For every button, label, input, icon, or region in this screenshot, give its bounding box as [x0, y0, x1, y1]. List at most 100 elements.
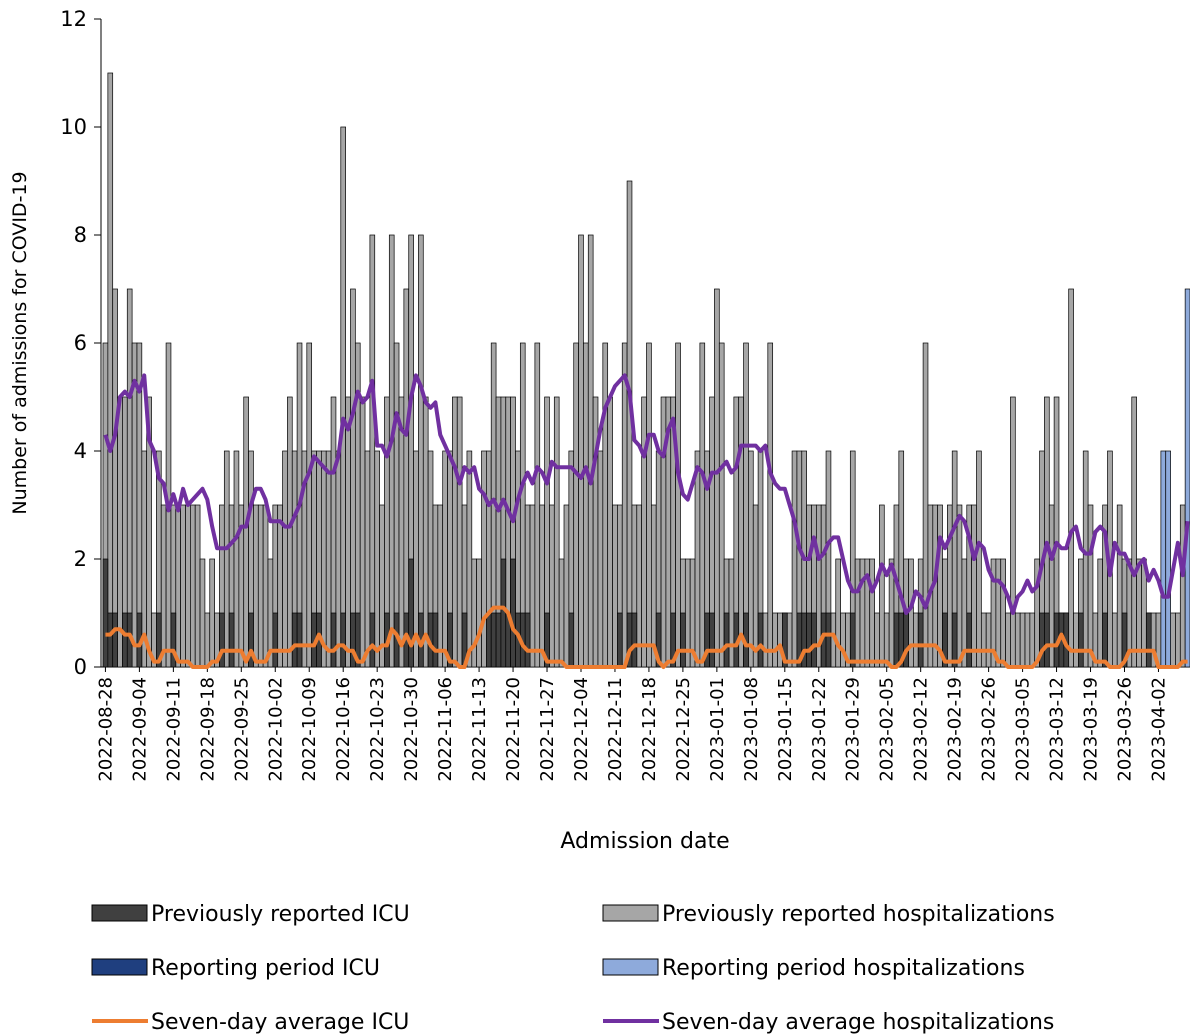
bar — [354, 612, 361, 668]
bar — [1044, 612, 1050, 668]
bar — [175, 504, 181, 668]
bar — [767, 342, 774, 668]
bar — [980, 612, 987, 668]
bar — [874, 612, 880, 668]
bar — [607, 396, 613, 668]
bar — [917, 612, 924, 668]
x-tick-label: 2023-03-19 — [1081, 677, 1102, 782]
bar — [913, 612, 919, 668]
bar — [544, 612, 550, 668]
bar — [233, 450, 240, 668]
bar — [995, 558, 1002, 668]
bar — [447, 612, 453, 668]
bar — [476, 558, 482, 668]
bar — [529, 504, 536, 668]
bar — [942, 612, 948, 668]
bar — [1078, 612, 1084, 668]
bar — [272, 612, 279, 668]
bar — [422, 396, 429, 668]
bar — [510, 558, 516, 668]
bar — [456, 396, 463, 668]
bar — [791, 450, 798, 668]
bar — [437, 504, 444, 668]
bar — [1179, 504, 1186, 668]
bar — [432, 612, 439, 668]
bar — [602, 342, 609, 668]
bar — [223, 450, 230, 668]
bar — [180, 504, 186, 668]
bar — [524, 612, 531, 668]
bar — [612, 504, 618, 668]
bar — [621, 342, 628, 668]
bar — [811, 612, 817, 668]
bar — [160, 504, 167, 668]
x-tick-label: 2023-01-01 — [707, 677, 728, 782]
x-tick-label: 2022-11-13 — [469, 677, 490, 782]
bar — [325, 450, 332, 668]
bar — [107, 612, 114, 668]
bar — [1073, 612, 1079, 668]
x-tick-label: 2023-03-26 — [1114, 677, 1135, 782]
legend-marker — [602, 958, 659, 976]
bar — [675, 342, 681, 668]
bar — [859, 558, 866, 668]
bar — [951, 612, 958, 668]
y-tick-label: 10 — [60, 115, 87, 139]
bar — [568, 612, 575, 668]
bar — [534, 342, 541, 668]
bar — [369, 234, 376, 668]
legend-label: Previously reported hospitalizations — [662, 902, 1055, 927]
bar — [287, 396, 293, 668]
bar — [651, 504, 657, 668]
bar — [340, 126, 346, 668]
bar — [466, 450, 473, 668]
bar — [573, 342, 579, 668]
bar — [403, 288, 410, 668]
bar — [1097, 558, 1104, 668]
bar — [641, 396, 647, 668]
bar — [956, 504, 963, 668]
bar — [112, 288, 118, 668]
bar — [408, 558, 414, 668]
x-tick-label: 2022-11-27 — [537, 677, 558, 782]
bar — [553, 396, 560, 668]
bar — [277, 504, 283, 668]
bar — [1087, 504, 1094, 668]
bar — [670, 612, 676, 668]
bar — [321, 450, 327, 668]
bar — [883, 612, 890, 668]
bar — [825, 612, 832, 668]
x-tick-label: 2022-10-30 — [401, 677, 422, 782]
bar — [350, 288, 356, 668]
x-tick-label: 2022-10-16 — [333, 677, 354, 782]
bar — [471, 558, 478, 668]
bar — [369, 612, 376, 668]
bar — [922, 342, 929, 668]
bar — [854, 558, 861, 668]
bar — [495, 612, 502, 668]
legend-marker — [91, 958, 148, 976]
bar — [253, 504, 259, 668]
bar — [219, 612, 225, 668]
x-tick-label: 2022-10-02 — [265, 677, 286, 782]
bar — [194, 504, 201, 668]
x-tick-label: 2022-09-25 — [231, 677, 252, 782]
bar — [486, 612, 492, 668]
legend-label: Seven-day average hospitalizations — [662, 1010, 1054, 1034]
bar — [1010, 396, 1016, 668]
line — [103, 373, 1190, 615]
y-tick-label: 8 — [74, 223, 87, 247]
bar — [442, 450, 448, 668]
bar — [126, 288, 133, 668]
x-tick-label: 2023-01-08 — [741, 677, 762, 782]
x-tick-label: 2022-11-06 — [435, 677, 456, 782]
bar — [204, 612, 211, 668]
bar — [578, 234, 584, 668]
bar — [709, 612, 715, 668]
bar — [539, 504, 545, 668]
bar — [617, 612, 623, 668]
bar — [752, 504, 759, 668]
bar — [156, 612, 162, 668]
bar — [757, 612, 764, 668]
